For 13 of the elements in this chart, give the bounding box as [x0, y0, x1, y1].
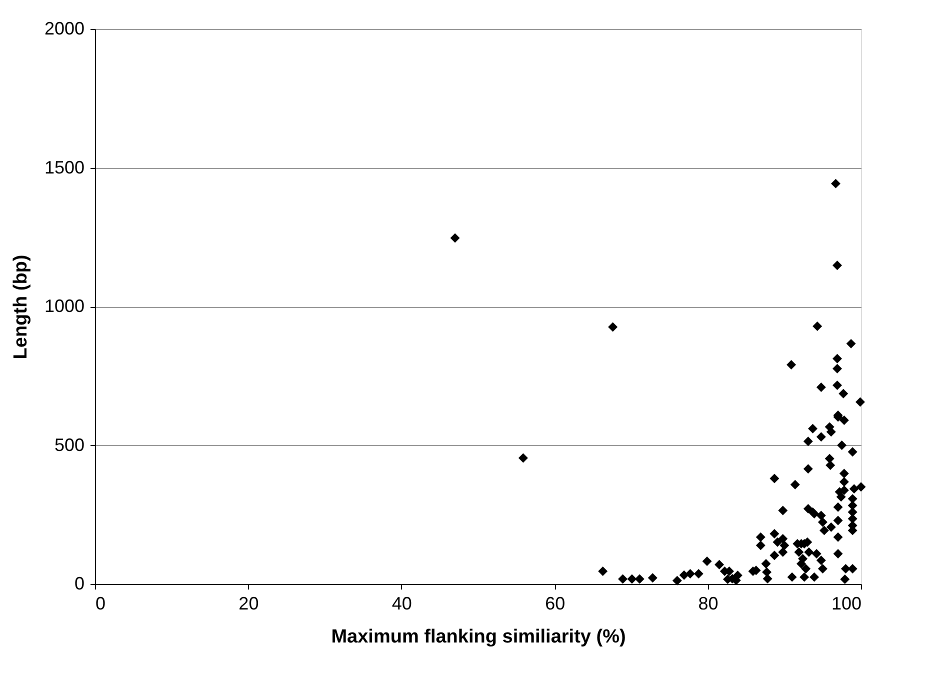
y-tick-label: 1000 [44, 296, 84, 316]
y-tick-label: 500 [54, 434, 84, 455]
x-tick-label: 0 [96, 594, 106, 614]
x-tick-label: 20 [238, 594, 259, 614]
y-tick-label: 2000 [44, 18, 84, 38]
y-tick-label: 1500 [44, 157, 84, 178]
y-tick-label: 0 [74, 574, 84, 594]
x-axis-title: Maximum flanking similiarity (%) [331, 626, 626, 648]
x-tick-label: 40 [392, 594, 412, 614]
x-tick-label: 100 [831, 594, 862, 614]
y-axis-title: Length (bp) [10, 254, 32, 360]
x-tick-label: 80 [698, 594, 718, 614]
x-tick-label: 60 [545, 594, 566, 614]
